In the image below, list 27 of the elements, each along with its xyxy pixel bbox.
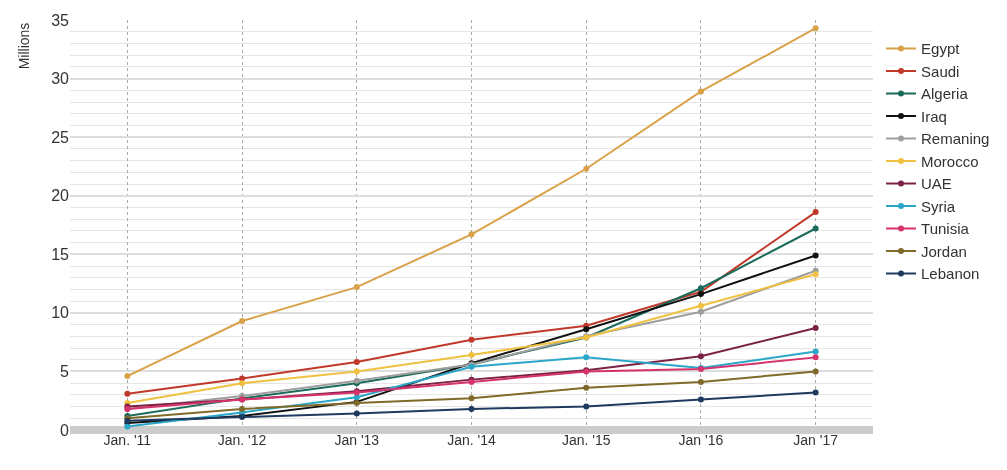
y-tick-label: 35 <box>51 11 70 29</box>
legend-label: UAE <box>921 175 952 193</box>
legend-label: Algeria <box>921 85 969 103</box>
y-tick-label: 15 <box>51 245 70 263</box>
x-tick-label: Jan. '11 <box>103 432 152 448</box>
x-tick-label: Jan. '14 <box>447 432 497 448</box>
legend-label: Saudi <box>921 62 960 80</box>
y-tick-label: 10 <box>51 304 70 322</box>
legend-label: Iraq <box>921 107 947 125</box>
y-tick-label: 20 <box>51 187 70 205</box>
legend-label: Lebanon <box>921 265 980 283</box>
x-tick-label: Jan '17 <box>793 432 839 448</box>
x-tick-label: Jan. '12 <box>217 432 267 448</box>
y-tick-label: 25 <box>51 128 70 146</box>
y-axis-title: Millions <box>16 22 33 70</box>
x-tick-label: Jan. '15 <box>561 432 611 448</box>
legend-label: Egypt <box>921 40 961 58</box>
y-tick-label: 5 <box>60 363 70 381</box>
y-tick-label: 0 <box>60 421 70 439</box>
x-tick-label: Jan '16 <box>678 432 724 448</box>
legend-label: Remaning <box>921 130 990 148</box>
legend-label: Jordan <box>921 242 967 260</box>
y-tick-label: 30 <box>51 70 70 88</box>
legend-label: Morocco <box>921 152 979 170</box>
legend-label: Tunisia <box>921 220 970 238</box>
x-tick-label: Jan '13 <box>334 432 380 448</box>
legend-label: Syria <box>921 197 956 215</box>
